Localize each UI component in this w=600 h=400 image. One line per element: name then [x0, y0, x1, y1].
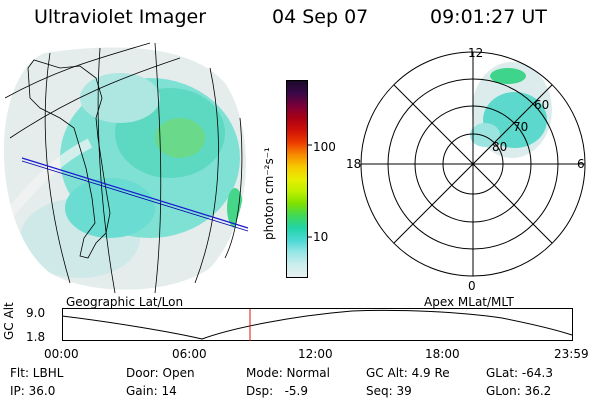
orbit-track [21, 157, 249, 229]
mlt-label-12: 12 [468, 46, 484, 60]
gc-altitude-value: GC Alt: 4.9 Re [366, 366, 450, 380]
ip-value: IP: 36.0 [10, 384, 56, 398]
instrument-title: Ultraviolet Imager [34, 6, 207, 28]
gain-value: Gain: 14 [126, 384, 177, 398]
mlat-label-80: 80 [492, 140, 508, 154]
colorbar-label-10: 10 [313, 230, 329, 244]
time-tick-0600: 06:00 [172, 347, 207, 361]
dsp-value: Dsp: -5.9 [246, 384, 309, 398]
mlat-label-70: 70 [513, 120, 529, 134]
mlt-label-18: 18 [346, 157, 362, 171]
door-status: Door: Open [126, 366, 195, 380]
polar-mlt-plot [360, 51, 586, 277]
mode-value: Mode: Normal [246, 366, 330, 380]
time-tick-2359: 23:59 [554, 347, 589, 361]
gc-alt-tick-min: 1.8 [26, 330, 46, 344]
colorbar [286, 80, 308, 278]
time-tick-0000: 00:00 [44, 347, 79, 361]
geo-longitude-value: GLon: 36.2 [486, 384, 552, 398]
filter-value: Flt: LBHL [10, 366, 64, 380]
altitude-strip-plot [62, 308, 573, 341]
time-tick-1800: 18:00 [425, 347, 460, 361]
geographic-map [3, 42, 249, 293]
mlt-label-0: 0 [468, 279, 476, 293]
gc-alt-axis-label: GC Alt [2, 302, 16, 340]
observation-date: 04 Sep 07 [272, 6, 369, 28]
altitude-plot-frame [62, 308, 573, 341]
lat-lon-grid [4, 42, 243, 293]
orbit-track-secondary [21, 160, 249, 232]
gc-alt-tick-max: 9.0 [26, 306, 46, 320]
geographic-caption: Geographic Lat/Lon [66, 295, 184, 309]
observation-time: 09:01:27 UT [430, 6, 547, 28]
time-tick-1200: 12:00 [298, 347, 333, 361]
altitude-curve [62, 309, 573, 340]
apex-caption: Apex MLat/MLT [424, 295, 514, 309]
mlat-label-60: 60 [534, 98, 550, 112]
colorbar-units-label: photon cm⁻²s⁻¹ [262, 147, 276, 240]
geo-latitude-value: GLat: -64.3 [486, 366, 553, 380]
coastline [27, 59, 111, 259]
mlt-label-6: 6 [577, 157, 585, 171]
sequence-value: Seq: 39 [366, 384, 412, 398]
polar-grid [360, 51, 586, 277]
colorbar-label-100: 100 [313, 140, 336, 154]
